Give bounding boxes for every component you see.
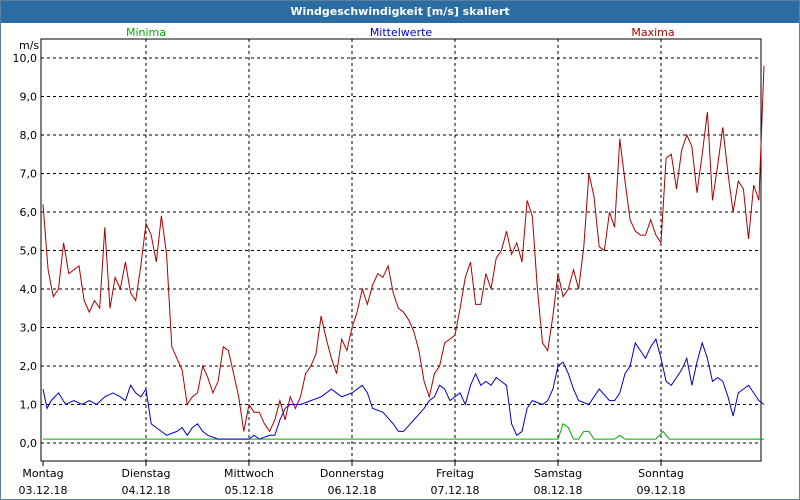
x-tick-date-label: 08.12.18 xyxy=(534,484,583,497)
legend-minima: Minima xyxy=(126,26,166,39)
y-tick-label: 9,0 xyxy=(20,91,38,104)
series-mittelwerte-line xyxy=(42,337,765,440)
y-tick-label: 1,0 xyxy=(20,399,38,412)
y-tick-label: 0,0 xyxy=(20,437,38,450)
legend-maxima: Maxima xyxy=(631,26,674,39)
y-tick-label: 3,0 xyxy=(20,322,38,335)
data-series xyxy=(42,65,765,440)
y-tick-label: 6,0 xyxy=(20,206,38,219)
x-tick-day-label: Donnerstag xyxy=(320,467,384,480)
x-tick-day-label: Samstag xyxy=(534,467,582,480)
legend-mittelwerte: Mittelwerte xyxy=(370,26,433,39)
y-tick-label: 10,0 xyxy=(13,52,38,65)
x-tick-labels: Montag 03.12.18 Dienstag 04.12.18 Mittwoch 05… xyxy=(19,467,686,497)
x-tick-day-label: Mittwoch xyxy=(224,467,274,480)
window-title: Windgeschwindigkeit [m/s] skaliert xyxy=(1,1,799,23)
x-tick-day-label: Dienstag xyxy=(121,467,170,480)
x-tick-date-label: 03.12.18 xyxy=(19,484,68,497)
y-tick-label: 4,0 xyxy=(20,283,38,296)
series-maxima-line xyxy=(42,65,765,433)
x-tick-day-label: Montag xyxy=(22,467,63,480)
y-tick-labels: 0,0 1,0 2,0 3,0 4,0 5,0 6,0 7,0 8,0 9,0 10,0 xyxy=(13,52,38,450)
y-tick-label: 5,0 xyxy=(20,245,38,258)
x-tick-date-label: 06.12.18 xyxy=(328,484,377,497)
y-tick-label: 8,0 xyxy=(20,129,38,142)
x-tick-date-label: 04.12.18 xyxy=(122,484,171,497)
series-minima-line xyxy=(43,422,764,440)
x-tick-day-label: Freitag xyxy=(436,467,474,480)
y-tick-label: 7,0 xyxy=(20,168,38,181)
x-tick-day-label: Sonntag xyxy=(638,467,684,480)
y-tick-label: 2,0 xyxy=(20,360,38,373)
y-axis-unit-label: m/s xyxy=(19,39,39,52)
grid-lines xyxy=(41,39,761,466)
x-tick-date-label: 09.12.18 xyxy=(637,484,686,497)
x-tick-date-label: 07.12.18 xyxy=(431,484,480,497)
wind-speed-chart: m/s Minima Mittelwerte Maxima 0,0 1,0 2,0 3… xyxy=(13,26,765,497)
x-tick-date-label: 05.12.18 xyxy=(225,484,274,497)
